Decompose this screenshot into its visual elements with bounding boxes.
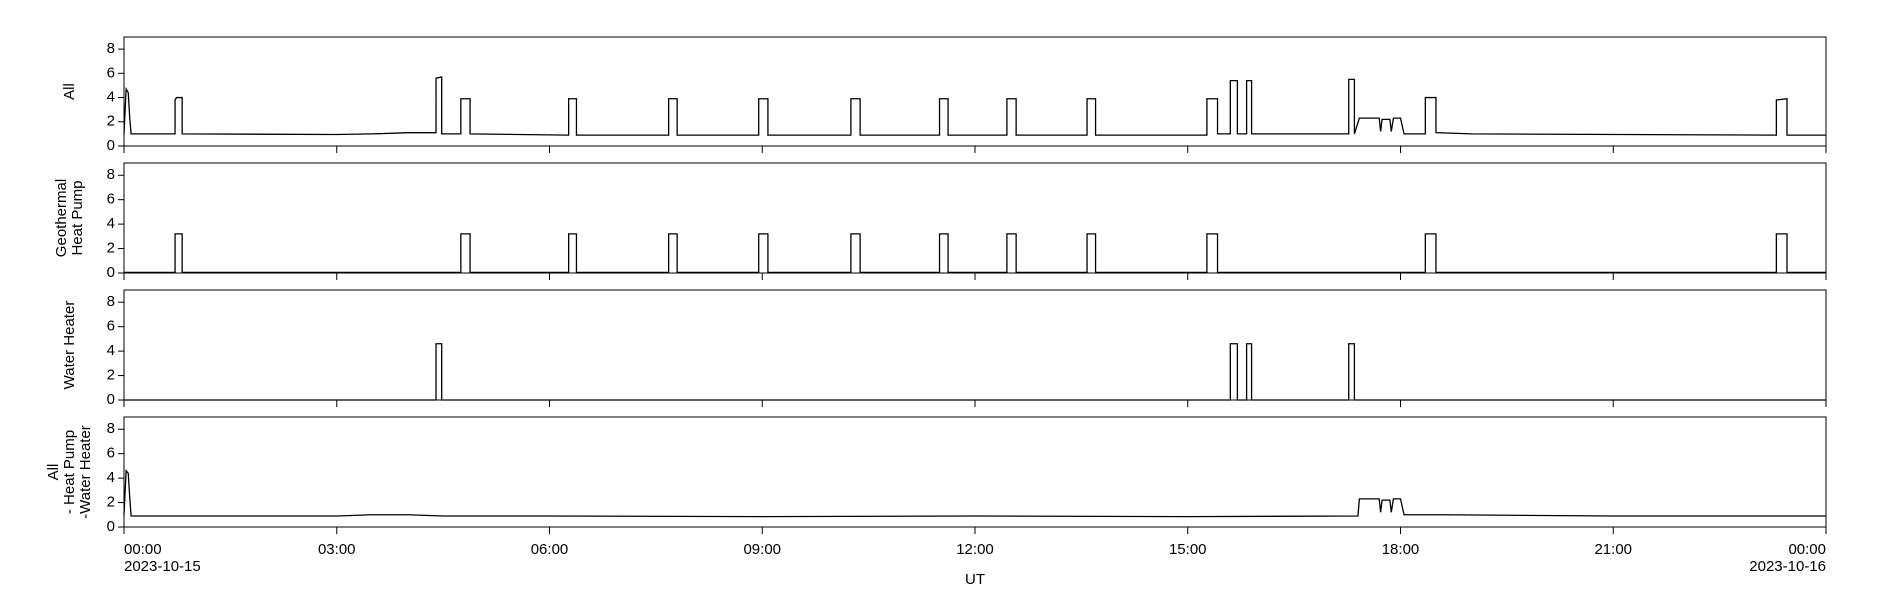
data-line: [123, 469, 1826, 518]
y-tick-label: 0: [107, 264, 115, 281]
data-line: [124, 233, 1826, 274]
panel-frame: [123, 36, 1827, 147]
y-axis-label: - Heat Pump: [61, 430, 78, 514]
y-tick-label: 8: [107, 420, 115, 437]
x-tick-label: 00:00: [1788, 541, 1826, 558]
x-tick-label: 09:00: [743, 541, 781, 558]
x-tick-label: 21:00: [1594, 541, 1632, 558]
x-date-label: 2023-10-16: [1749, 558, 1826, 575]
y-axis-label: -Water Heater: [77, 425, 94, 519]
y-tick-label: 8: [107, 166, 115, 183]
y-tick-label: 4: [107, 89, 115, 106]
y-axis-label: Heat Pump: [69, 180, 86, 255]
x-axis-label: UT: [965, 571, 985, 588]
x-tick-label: 03:00: [318, 541, 356, 558]
y-axis-label: Geothermal: [53, 179, 70, 257]
data-line: [123, 76, 1826, 136]
y-axis-label: All: [45, 464, 62, 481]
y-tick-label: 6: [107, 64, 115, 81]
y-tick-label: 2: [107, 367, 115, 384]
y-tick-label: 6: [107, 318, 115, 335]
y-tick-label: 2: [107, 240, 115, 257]
x-date-label: 2023-10-15: [124, 558, 201, 575]
y-tick-label: 8: [107, 40, 115, 57]
x-tick-label: 18:00: [1382, 541, 1420, 558]
y-tick-label: 0: [107, 137, 115, 154]
y-tick-label: 4: [107, 342, 115, 359]
x-tick-label: 12:00: [956, 541, 994, 558]
data-line: [124, 343, 1826, 401]
y-tick-label: 6: [107, 191, 115, 208]
y-tick-label: 6: [107, 445, 115, 462]
y-tick-label: 0: [107, 391, 115, 408]
y-axis-label: All: [61, 83, 78, 100]
y-tick-label: 4: [107, 469, 115, 486]
y-tick-label: 0: [107, 518, 115, 535]
x-tick-label: 15:00: [1169, 541, 1207, 558]
panel-frame: [123, 416, 1827, 528]
y-tick-label: 2: [107, 113, 115, 130]
panel-frame: [123, 289, 1827, 401]
y-tick-label: 2: [107, 494, 115, 511]
y-tick-label: 8: [107, 293, 115, 310]
y-axis-label: Water Heater: [61, 301, 78, 390]
panel-frame: [123, 162, 1827, 274]
y-tick-label: 4: [107, 215, 115, 232]
x-tick-label: 00:00: [124, 541, 162, 558]
x-tick-label: 06:00: [531, 541, 569, 558]
